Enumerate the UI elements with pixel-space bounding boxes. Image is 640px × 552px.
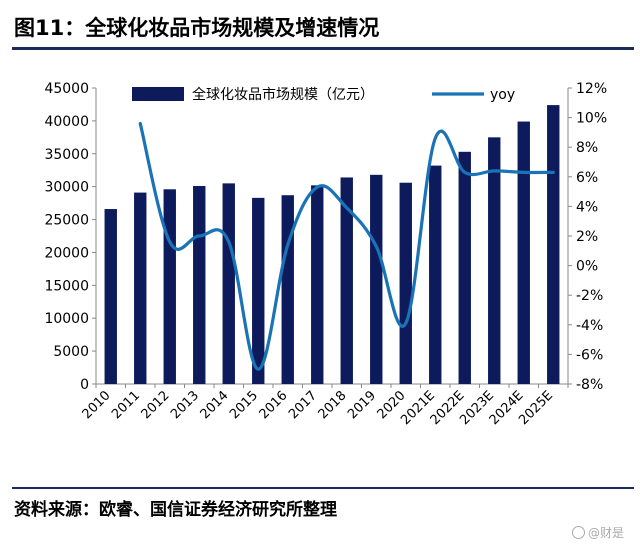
bar xyxy=(547,105,560,384)
x-tick-label: 2012 xyxy=(139,388,173,422)
left-tick-label: 0 xyxy=(80,377,89,393)
x-tick-label: 2019 xyxy=(345,388,379,422)
left-tick-label: 40000 xyxy=(44,114,89,130)
bar xyxy=(222,183,235,384)
legend-bar-label: 全球化妆品市场规模（亿元） xyxy=(192,86,374,103)
bar xyxy=(399,182,412,384)
bar xyxy=(134,192,147,384)
bar xyxy=(193,186,206,384)
bar xyxy=(281,195,294,384)
left-tick-label: 45000 xyxy=(44,81,89,97)
title-rule xyxy=(12,47,634,50)
right-tick-label: 12% xyxy=(576,81,607,97)
bar xyxy=(488,137,501,384)
bar xyxy=(429,165,442,384)
left-tick-label: 25000 xyxy=(44,213,89,229)
watermark-icon xyxy=(571,526,585,539)
right-tick-label: 10% xyxy=(576,111,607,127)
bar xyxy=(458,151,471,384)
left-tick-label: 30000 xyxy=(44,180,89,196)
right-tick-label: 4% xyxy=(576,199,598,215)
right-tick-label: 6% xyxy=(576,170,598,186)
legend-bar-swatch xyxy=(132,87,184,101)
source-note: 资料来源：欧睿、国信证券经济研究所整理 xyxy=(14,500,337,520)
left-tick-label: 35000 xyxy=(44,147,89,163)
chart: 0 5000 10000 15000 20000 25000 30000 35000 40000… xyxy=(44,81,607,428)
right-tick-label: 8% xyxy=(576,140,598,156)
bar xyxy=(163,189,176,384)
left-tick-label: 20000 xyxy=(44,245,89,261)
bar xyxy=(104,209,117,384)
right-tick-label: -2% xyxy=(576,288,603,304)
right-tick-label: -4% xyxy=(576,318,603,334)
x-tick-label: 2013 xyxy=(168,388,202,422)
legend-line-label: yoy xyxy=(490,87,515,103)
watermark: @财是 xyxy=(571,524,624,541)
x-tick-label: 2015 xyxy=(227,388,261,422)
x-tick-label: 2016 xyxy=(257,388,291,422)
bar xyxy=(370,174,383,384)
bar xyxy=(311,185,324,384)
x-tick-label: 2025E xyxy=(516,388,556,428)
right-tick-label: 0% xyxy=(576,259,598,275)
left-tick-label: 15000 xyxy=(44,278,89,294)
x-tick-label: 2010 xyxy=(80,388,114,422)
figure-title: 图11：全球化妆品市场规模及增速情况 xyxy=(14,16,380,40)
x-tick-label: 2011 xyxy=(109,388,143,422)
x-tick-label: 2017 xyxy=(286,388,320,422)
source-rule xyxy=(12,487,634,489)
right-tick-label: -8% xyxy=(576,377,603,393)
bar xyxy=(340,177,353,384)
x-tick-label: 2018 xyxy=(316,388,350,422)
right-tick-label: 2% xyxy=(576,229,598,245)
bar xyxy=(252,197,265,384)
right-tick-label: -6% xyxy=(576,347,603,363)
watermark-text: @财是 xyxy=(587,526,624,540)
left-tick-label: 10000 xyxy=(44,311,89,327)
x-tick-label: 2014 xyxy=(198,388,232,422)
left-tick-label: 5000 xyxy=(53,344,89,360)
bar xyxy=(517,121,530,385)
